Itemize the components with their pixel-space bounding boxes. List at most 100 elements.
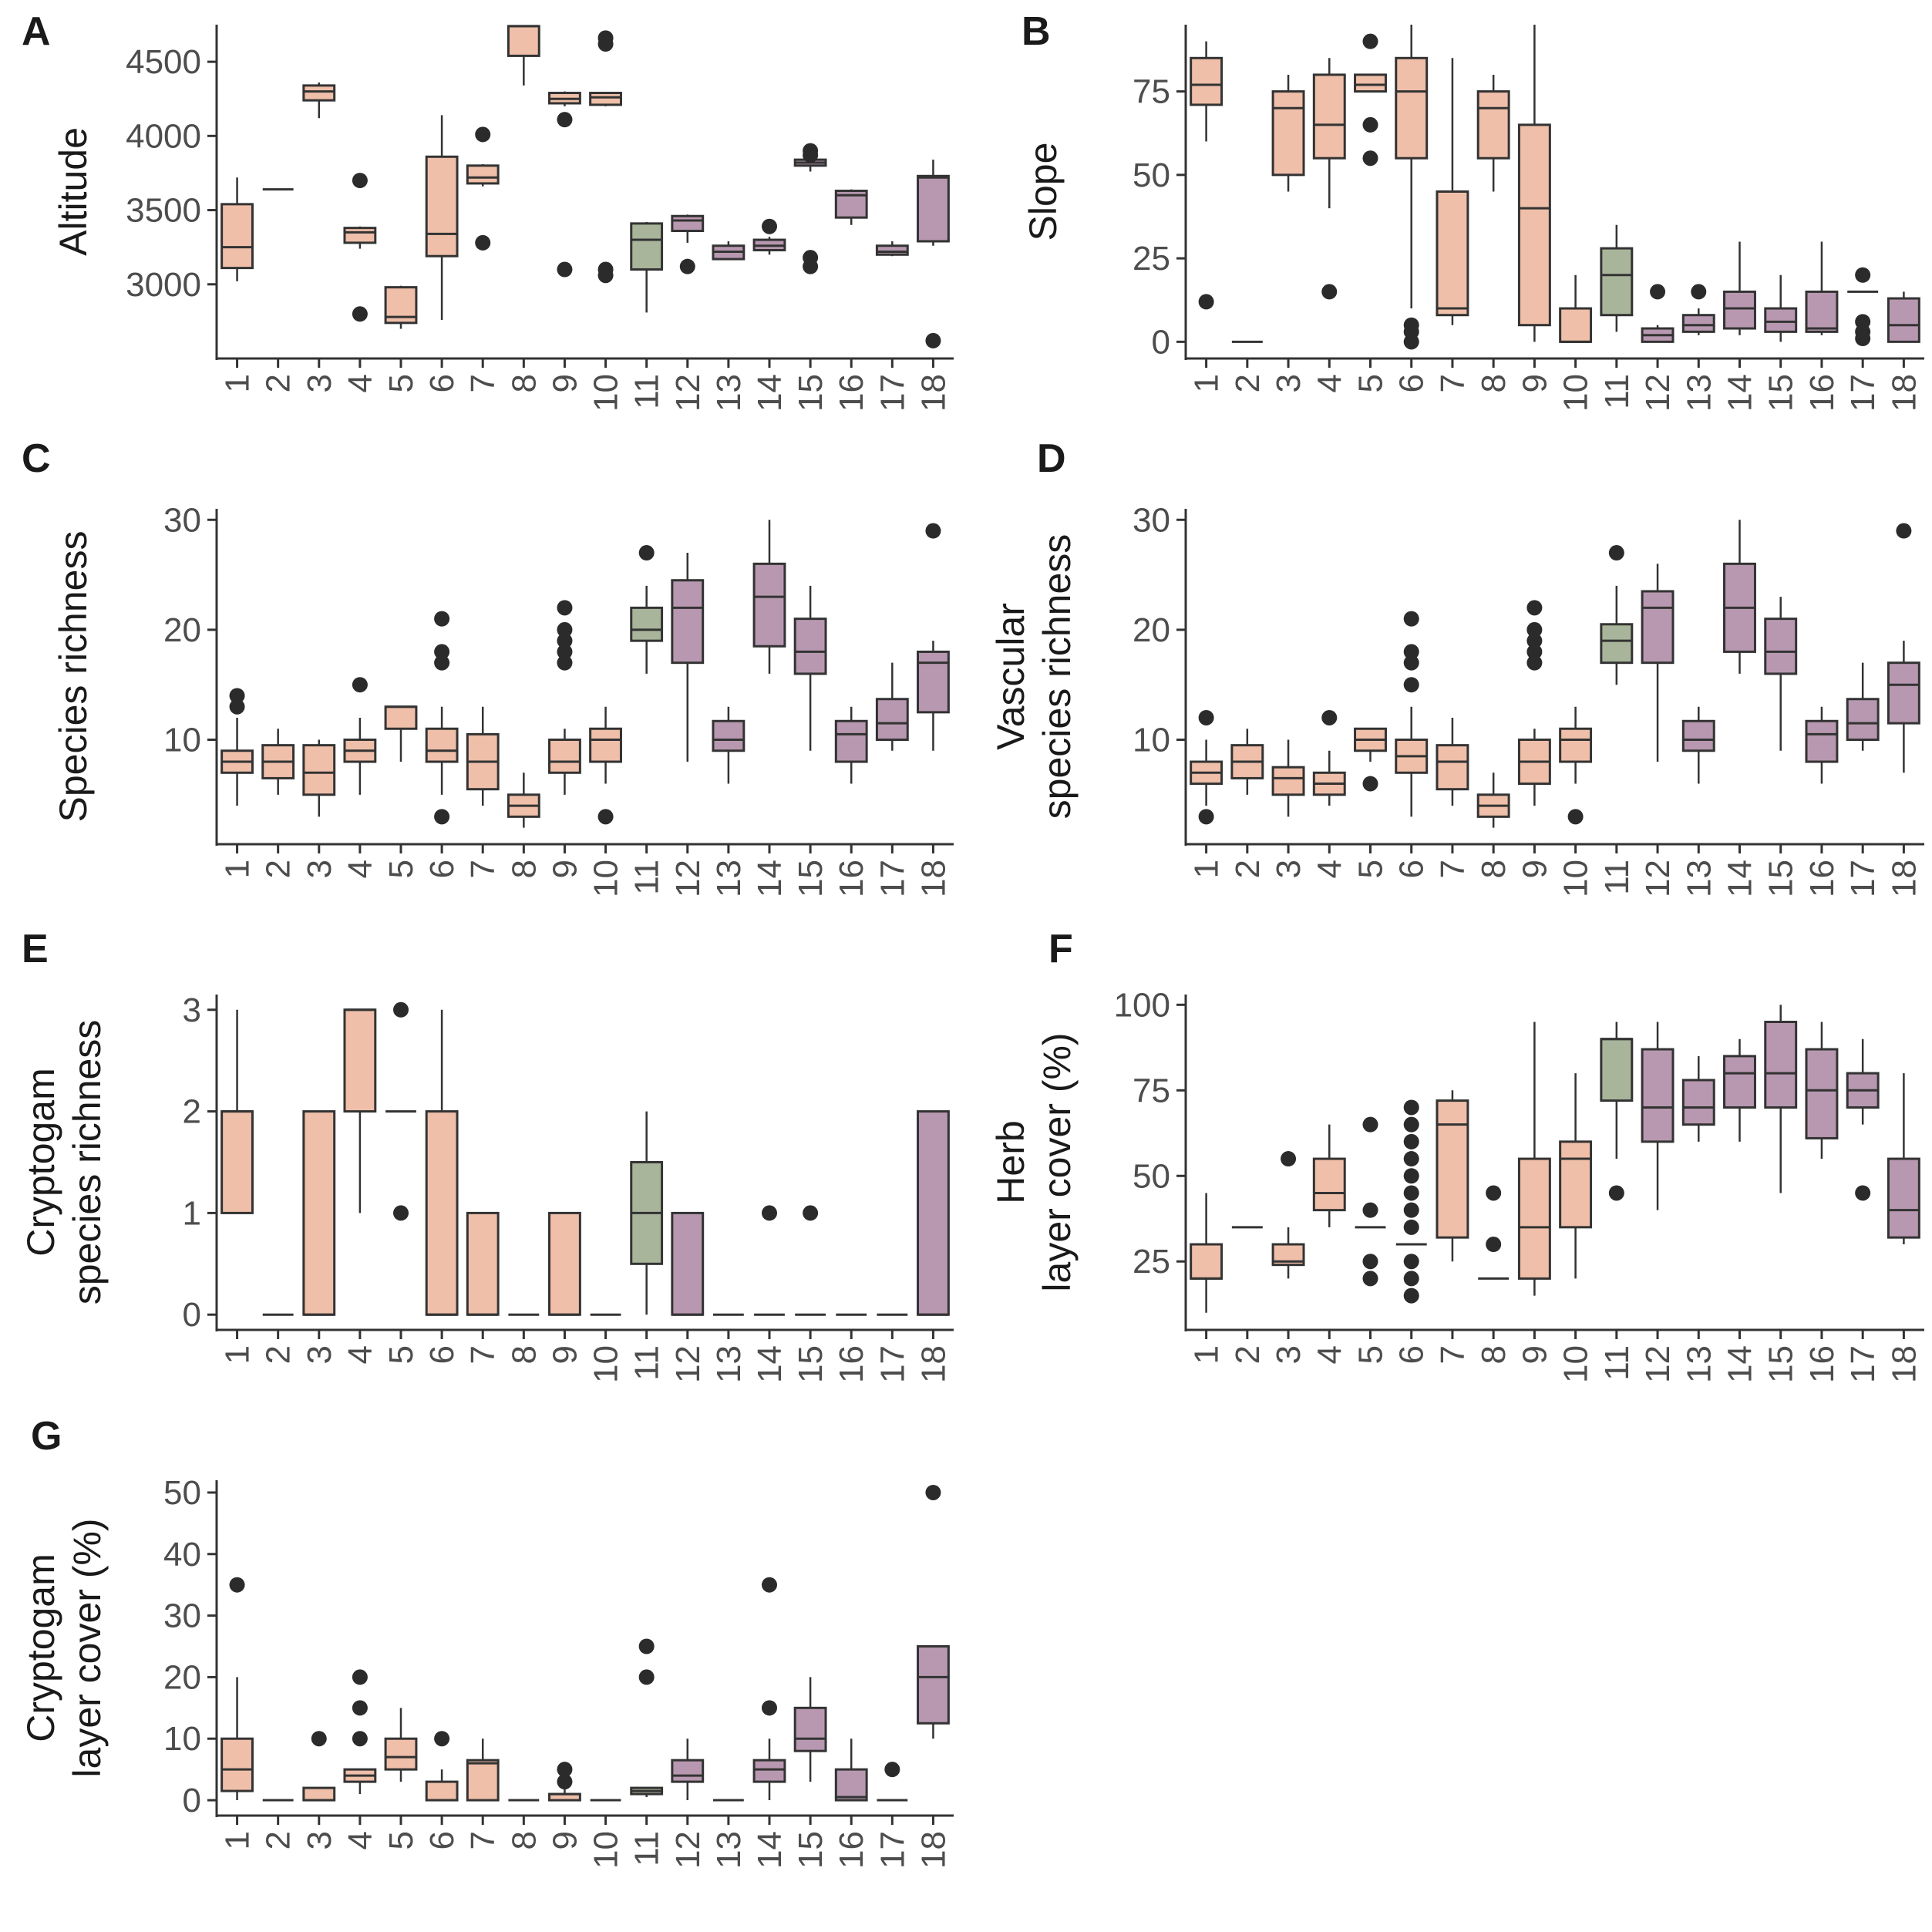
outlier-point — [1855, 331, 1871, 347]
box-3 — [302, 1110, 336, 1316]
y-axis-title: species richness — [1035, 534, 1079, 820]
box-iqr — [466, 164, 500, 185]
outlier-point — [762, 1577, 777, 1593]
box-iqr — [752, 562, 786, 648]
y-axis-title: Cryptogam — [19, 1553, 62, 1742]
box-17 — [875, 241, 909, 257]
x-tick-label: 11 — [628, 374, 666, 409]
outlier-point — [1896, 523, 1912, 539]
box-18 — [917, 1110, 950, 1316]
x-tick-label: 16 — [833, 860, 870, 897]
box-9 — [548, 91, 581, 278]
outlier-point — [1403, 677, 1419, 693]
box-11 — [630, 545, 664, 674]
x-tick-label: 14 — [751, 1345, 789, 1383]
x-tick-label: 13 — [710, 374, 748, 412]
y-axis-title: Species richness — [52, 531, 95, 823]
x-tick-label: 12 — [669, 1831, 707, 1869]
x-tick-label: 17 — [873, 374, 911, 412]
outlier-point — [1362, 150, 1378, 167]
box-iqr — [1559, 727, 1593, 763]
x-tick-label: 13 — [1680, 1345, 1718, 1383]
x-tick-label: 13 — [710, 860, 748, 897]
y-axis-title: layer cover (%) — [66, 1518, 109, 1777]
box-1 — [220, 1009, 254, 1214]
box-iqr — [712, 719, 746, 752]
x-tick-label: 10 — [1557, 1345, 1595, 1383]
box-6 — [1395, 1099, 1427, 1304]
x-tick-label: 12 — [669, 1345, 707, 1383]
outlier-point — [1608, 545, 1624, 561]
box-iqr — [384, 705, 418, 730]
x-tick-label: 6 — [1393, 1345, 1431, 1364]
outlier-point — [1362, 33, 1378, 49]
x-tick-label: 7 — [464, 1831, 502, 1850]
x-tick-label: 18 — [914, 860, 952, 897]
box-15 — [793, 585, 827, 751]
x-tick-label: 4 — [1311, 374, 1348, 392]
x-tick-label: 2 — [1229, 1345, 1267, 1364]
box-1 — [220, 1577, 254, 1801]
box-iqr — [548, 739, 581, 774]
x-tick-label: 16 — [1803, 1345, 1841, 1383]
box-iqr — [1805, 1048, 1839, 1139]
box-iqr — [425, 155, 459, 257]
y-axis-title: Altitude — [52, 127, 95, 256]
x-tick-label: 11 — [1598, 860, 1636, 895]
y-tick-label: 3 — [183, 991, 201, 1029]
x-tick-label: 16 — [1803, 374, 1841, 412]
box-iqr — [1354, 73, 1387, 93]
x-tick-label: 18 — [1885, 1345, 1923, 1383]
outlier-point — [1526, 655, 1543, 671]
box-iqr — [1805, 290, 1839, 333]
box-iqr — [752, 1759, 786, 1783]
x-tick-label: 10 — [587, 374, 625, 412]
box-iqr — [384, 1737, 418, 1771]
box-2 — [1230, 729, 1264, 795]
x-tick-label: 11 — [628, 860, 666, 895]
box-iqr — [1271, 766, 1305, 796]
y-tick-label: 20 — [1133, 611, 1170, 649]
outlier-point — [1403, 1287, 1419, 1304]
box-iqr — [917, 1645, 950, 1725]
x-tick-label: 1 — [1188, 374, 1226, 392]
x-tick-label: 16 — [833, 1345, 870, 1383]
x-tick-label: 4 — [342, 1831, 379, 1850]
y-tick-label: 75 — [1133, 73, 1170, 111]
x-tick-label: 15 — [1762, 1345, 1800, 1383]
y-tick-label: 0 — [183, 1296, 201, 1334]
x-tick-label: 17 — [873, 1345, 911, 1383]
box-iqr — [466, 1759, 500, 1802]
outlier-point — [1362, 116, 1378, 133]
panel-letter: C — [22, 436, 51, 481]
x-tick-label: 3 — [1270, 860, 1308, 878]
box-11 — [630, 1111, 664, 1315]
box-13 — [1681, 284, 1715, 335]
y-tick-label: 75 — [1133, 1072, 1170, 1109]
outlier-point — [1855, 1185, 1871, 1201]
box-iqr — [630, 222, 664, 271]
box-7 — [1436, 58, 1469, 325]
outlier-point — [1403, 655, 1419, 671]
box-18 — [917, 1484, 950, 1739]
box-iqr — [589, 92, 622, 106]
y-tick-label: 25 — [1133, 240, 1170, 278]
outlier-point — [925, 332, 941, 348]
outlier-point — [597, 268, 614, 284]
box-6 — [425, 115, 459, 320]
box-16 — [834, 706, 868, 784]
outlier-point — [557, 1762, 573, 1778]
outlier-point — [352, 1731, 368, 1747]
box-iqr — [1887, 661, 1920, 725]
x-tick-label: 18 — [914, 1831, 952, 1869]
y-tick-label: 4000 — [126, 117, 201, 155]
box-10 — [1559, 274, 1593, 343]
outlier-point — [1526, 600, 1543, 616]
x-tick-label: 6 — [423, 1831, 461, 1850]
y-tick-label: 10 — [163, 722, 201, 759]
x-tick-label: 7 — [1434, 374, 1472, 392]
x-tick-label: 9 — [1516, 374, 1553, 392]
outlier-point — [884, 1762, 900, 1778]
